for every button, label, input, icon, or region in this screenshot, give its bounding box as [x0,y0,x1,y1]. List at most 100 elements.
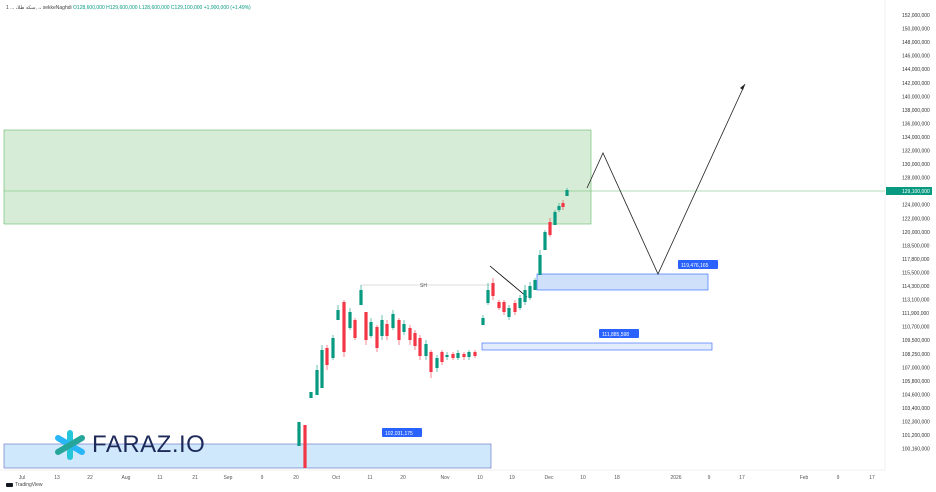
ohlc-low: L128,600,000 [138,5,170,11]
price-tick-label: 128,000,000 [902,176,930,182]
candle-up [445,355,449,357]
ohlc-open: O128,600,000 [73,5,105,11]
candle-up [336,310,340,320]
price-change: +1,900,000 (+1.49%) [203,5,251,11]
time-tick-label: 11 [157,475,162,481]
demand-zone-bottom[interactable] [3,443,492,469]
candle-down [413,333,417,346]
price-tick-label: 146,000,000 [902,54,930,60]
candle-down [513,303,517,312]
price-tick-label: 144,000,000 [902,67,930,73]
time-tick-label: 11 [367,475,372,481]
candle-up [320,350,324,388]
chart-header: 1 ... ،ﺳﮑﻪ ﻃﻼ, ،، sekkeNaghdi O128,600,0… [6,5,251,11]
candle-up [331,338,335,358]
candle-up [507,308,511,317]
time-tick-label: 10 [477,475,483,481]
time-tick-label: 17 [869,475,875,481]
price-tick-label: 152,000,000 [902,13,930,19]
price-tick-label: 108,250,000 [902,352,930,358]
time-tick-label: 20 [400,475,406,481]
candle-up [402,324,406,332]
price-tick-label: 105,800,000 [902,379,930,385]
price-tick-label: 114,300,000 [902,284,930,290]
time-tick-label: 19 [509,475,515,481]
time-tick-label: 2026 [670,475,681,481]
candle-up [518,298,522,308]
candle-up [557,206,561,210]
time-tick-label: 21 [192,475,198,481]
candle-up [486,290,490,303]
time-axis[interactable]: Jul 13 22 Aug 11 21 Sep 9 20 Oct 11 20 Nov 10 19 Dec 10 1… [19,475,875,481]
time-tick-label: 9 [261,475,264,481]
candle-down [451,354,455,358]
projection-path[interactable] [586,83,746,275]
price-tick-label: 109,500,000 [902,338,930,344]
candle-down [491,283,495,296]
candle-down [375,327,379,348]
price-tick-label: 148,000,000 [902,40,930,46]
trend-line[interactable] [489,265,528,298]
price-tick-label: 140,000,000 [902,94,930,100]
candle-up [533,280,537,290]
time-tick-label: 22 [87,475,93,481]
svg-text:119,476,165: 119,476,165 [681,263,709,269]
candle-up [424,344,428,356]
candle-up [297,422,301,446]
candle-up [435,358,439,368]
time-tick-label: 9 [708,475,711,481]
candle-down [429,352,433,372]
candle-down [303,425,307,468]
price-tick-label: 130,000,000 [902,162,930,168]
demand-zone-111[interactable] [481,342,713,351]
price-axis[interactable]: 152,000,000 150,000,000 148,000,000 146,000… [902,13,930,453]
candle-down [473,352,477,356]
candle-down [325,348,329,365]
candle-down [440,352,444,362]
candle-up [369,322,373,336]
asterisk-logo-icon [55,430,85,460]
price-tick-label: 124,000,000 [902,203,930,209]
time-tick-label: Feb [800,475,809,481]
tradingview-footer[interactable]: TradingView [6,482,43,488]
candle-down [502,302,506,312]
level-label-111: 111,885,598 [599,329,639,338]
price-tick-label: 150,000,000 [902,27,930,33]
demand-zone-119[interactable] [536,273,709,291]
svg-text:129,100,000: 129,100,000 [902,189,930,195]
candle-down [385,324,389,336]
candle-up [359,290,363,305]
time-tick-label: Nov [441,475,450,481]
candle-up [543,232,547,250]
candle-up [348,312,352,328]
svg-text:111,885,598: 111,885,598 [602,332,629,338]
price-tick-label: 100,160,000 [902,447,930,453]
candle-down [561,203,565,207]
price-tick-label: 107,000,000 [902,365,930,371]
candle-up [553,212,557,225]
price-tick-label: 101,200,000 [902,433,930,439]
price-tick-label: 138,000,000 [902,108,930,114]
swing-high-label: SH [420,283,427,289]
price-tick-label: 117,800,000 [902,257,930,263]
time-tick-label: 10 [580,475,586,481]
candle-up [481,318,485,325]
time-tick-label: Dec [545,475,554,481]
ohlc-close: C129,100,000 [170,5,203,11]
symbol-name[interactable]: 1 ... ،ﺳﮑﻪ ﻃﻼ, ،، sekkeNaghdi [6,5,72,11]
candle-up [523,290,527,302]
supply-zone[interactable] [3,129,592,225]
faraz-logo: FARAZ.IO [52,430,205,460]
candle-down [397,320,401,340]
candle-down [408,328,412,340]
time-tick-label: 9 [837,475,840,481]
projection-arrowhead [740,84,745,90]
time-tick-label: 17 [739,475,745,481]
tradingview-icon [6,483,13,487]
time-tick-label: Aug [122,475,131,481]
candle-down [353,320,357,338]
time-tick-label: 13 [54,475,60,481]
price-tick-label: 104,600,000 [902,392,930,398]
price-tick-label: 120,000,000 [902,230,930,236]
